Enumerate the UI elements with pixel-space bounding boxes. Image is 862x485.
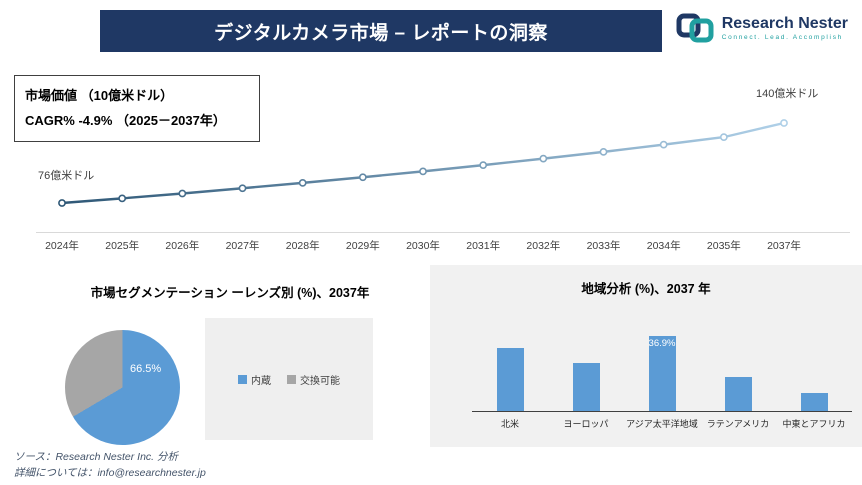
line-marker	[599, 147, 608, 156]
market-value-info-box: 市場価値 （10億米ドル） CAGR% -4.9% （2025－2037年）	[14, 75, 260, 143]
bar-column	[472, 348, 548, 411]
bar-category-label: 中東とアフリカ	[782, 419, 846, 429]
logo-tagline: Connect. Lead. Accomplish	[721, 34, 843, 42]
bar-data-label: 36.9%	[648, 338, 676, 349]
market-value-label: 市場価値 （10億米ドル）	[25, 88, 174, 103]
x-axis-line	[36, 232, 850, 233]
bar	[800, 393, 828, 411]
x-axis-label: 2028年	[285, 240, 320, 252]
x-axis-label: 2025年	[105, 240, 140, 252]
line-marker	[479, 161, 488, 170]
line-marker	[780, 119, 788, 127]
pie-legend: 内蔵 交換可能	[205, 318, 373, 440]
x-axis-label: 2034年	[646, 240, 681, 252]
x-axis-label: 2029年	[345, 240, 380, 252]
bar-chart-bars: 36.9%	[472, 320, 852, 412]
regional-analysis-panel: 地域分析 (%)、2037 年 36.9% 北米 ヨーロッパ アジア太平洋地域 ラテン…	[430, 265, 862, 447]
line-marker	[659, 140, 668, 149]
x-axis-label: 2032年	[526, 240, 561, 252]
line-marker	[178, 189, 187, 198]
bar-category-label: ラテンアメリカ	[706, 419, 770, 429]
legend-label: 内蔵	[251, 375, 271, 387]
logo-text: Research Nester Connect. Lead. Accomplis…	[722, 15, 848, 42]
x-axis-label: 2027年	[225, 240, 260, 252]
source-line: ソース：Research Nester Inc. 分析	[14, 451, 179, 463]
pie-data-label: 66.5%	[130, 363, 162, 375]
x-axis-label: 2024年	[45, 240, 79, 252]
pie-chart-title: 市場セグメンテーション ーレンズ別 (%)、2037年	[90, 286, 370, 300]
bar-category-label: 北米	[500, 419, 519, 429]
x-axis-label: 2033年	[586, 240, 621, 252]
source-note: ソース：Research Nester Inc. 分析 詳細については：info…	[14, 450, 206, 482]
line-marker	[719, 133, 728, 142]
x-axis-label: 2026年	[165, 240, 200, 252]
logo-icon	[676, 13, 714, 43]
logo-brand-text: Research Nester	[721, 14, 848, 32]
x-axis-label: 2037年	[767, 240, 801, 252]
line-marker	[358, 173, 367, 182]
line-marker	[298, 178, 307, 187]
legend-item: 内蔵	[238, 372, 271, 387]
x-axis-label: 2030年	[406, 240, 440, 252]
line-marker	[58, 199, 66, 207]
bar: 36.9%	[648, 336, 676, 411]
legend-label: 交換可能	[300, 375, 340, 387]
line-marker	[238, 184, 247, 193]
x-axis-label: 2035年	[706, 240, 741, 252]
bar	[724, 377, 752, 411]
line-start-value-label: 76億米ドル	[38, 170, 95, 182]
legend-swatch	[238, 374, 247, 384]
bar-category-label: ヨーロッパ	[563, 419, 609, 429]
bar-chart-categories: 北米 ヨーロッパ アジア太平洋地域 ラテンアメリカ 中東とアフリカ	[472, 417, 852, 430]
legend-swatch	[287, 374, 296, 384]
bar	[572, 363, 600, 411]
page-title: デジタルカメラ市場 – レポートの洞察	[214, 22, 548, 44]
line-marker	[118, 194, 127, 203]
bar-column	[776, 393, 852, 411]
line-chart	[58, 119, 788, 207]
title-banner: デジタルカメラ市場 – レポートの洞察	[100, 10, 662, 52]
cagr-label: CAGR% -4.9% （2025－2037年）	[25, 112, 226, 128]
bar-column	[548, 363, 624, 411]
pie-chart	[65, 330, 180, 445]
bar-chart-title: 地域分析 (%)、2037 年	[581, 282, 711, 296]
legend-item: 交換可能	[287, 372, 340, 387]
bar-column: 36.9%	[624, 336, 700, 411]
bar-category-label: アジア太平洋地域	[626, 419, 698, 429]
line-end-value-label: 140億米ドル	[756, 88, 819, 100]
bar-column	[700, 377, 776, 411]
line-marker	[419, 167, 427, 176]
line-marker	[539, 154, 548, 163]
contact-line: 詳細については：info@researchnester.jp	[14, 466, 206, 479]
x-axis-labels: 2024年 2025年 2026年 2027年 2028年 2029年 2030年 2031年…	[0, 238, 862, 254]
bar	[496, 348, 524, 411]
x-axis-label: 2031年	[466, 240, 501, 252]
brand-logo: Research Nester Connect. Lead. Accomplis…	[675, 11, 848, 45]
